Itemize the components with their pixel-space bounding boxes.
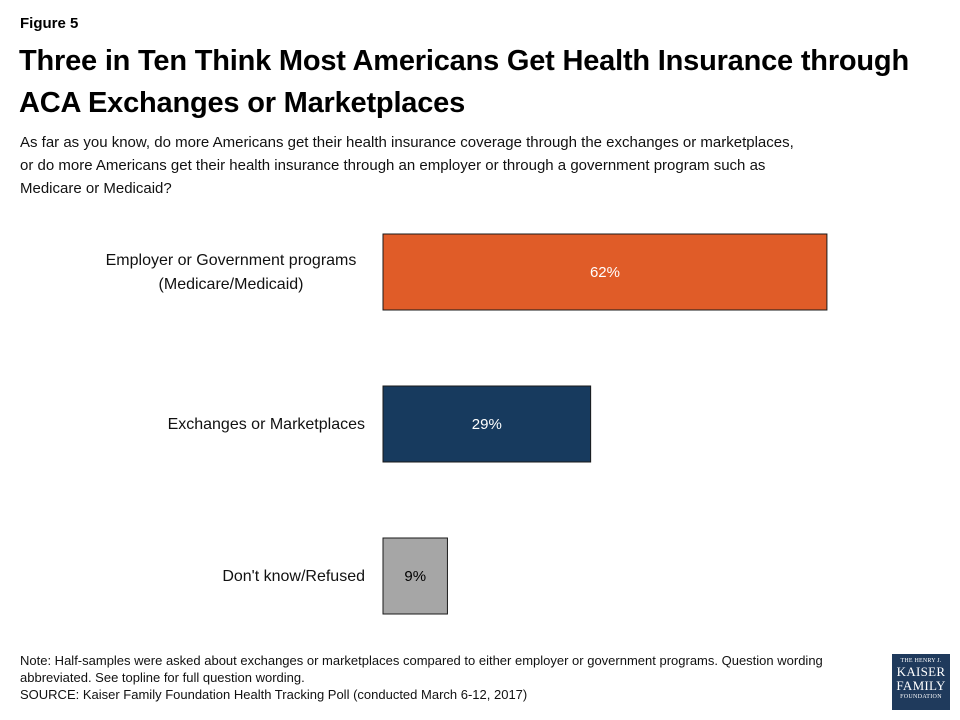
figure-label: Figure 5 [20,15,79,32]
source-text: SOURCE: Kaiser Family Foundation Health … [20,687,528,702]
chart-title: Three in Ten Think Most Americans Get He… [19,45,909,119]
kff-logo: THE HENRY J. KAISER FAMILY FOUNDATION [892,654,950,710]
bar-value-label-1: 29% [472,416,502,433]
question-text: As far as you know, do more Americans ge… [20,134,794,197]
logo-line-3: FAMILY [896,678,946,693]
bar-2 [382,537,448,615]
category-label-1: Exchanges or Marketplaces [168,416,365,433]
category-label-0: Employer or Government programs (Medicare… [106,252,357,293]
footnote: Note: Half-samples were asked about exch… [20,652,875,703]
logo-line-2: KAISER [896,664,946,679]
logo-line-4: FOUNDATION [900,694,942,700]
bar-value-label-0: 62% [590,264,620,281]
bar-1 [382,385,592,463]
logo-line-1: THE HENRY J. [900,658,942,664]
note-text: Note: Half-samples were asked about exch… [20,653,823,685]
bar-value-label-2: 9% [404,568,426,585]
category-label-2: Don't know/Refused [222,568,365,585]
bar-0 [382,233,828,311]
